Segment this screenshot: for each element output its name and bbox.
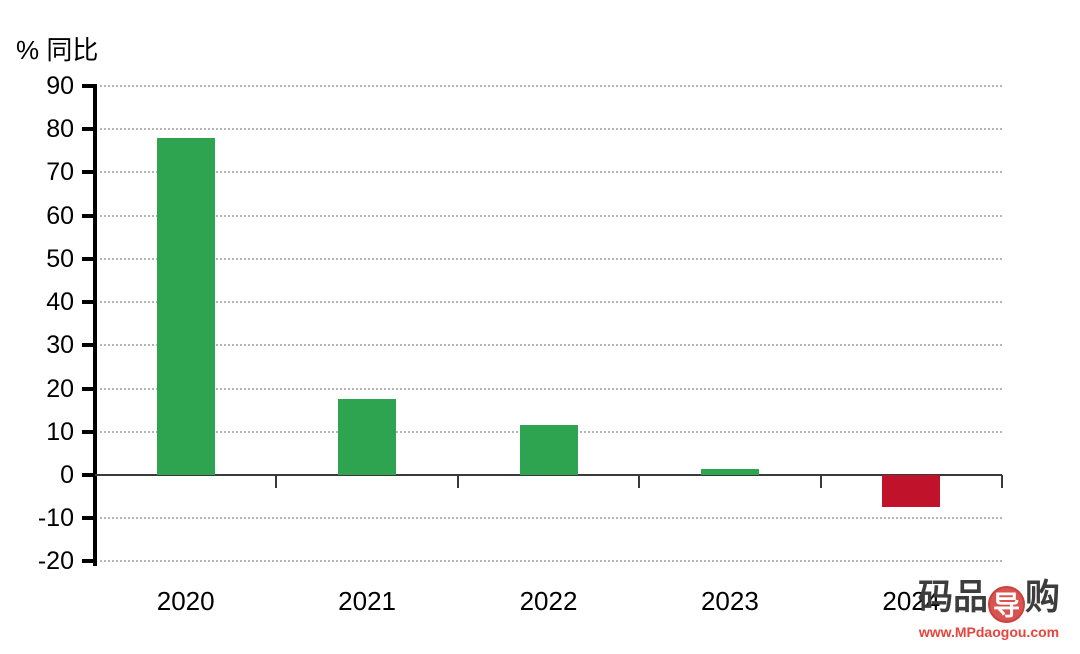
y-axis-tick-90 [82, 84, 97, 88]
y-axis-label--20: -20 [37, 547, 74, 576]
y-axis-tick-50 [82, 256, 97, 261]
watermark: 码品导购 www.MPdaogou.com [918, 580, 1060, 639]
y-axis-label-0: 0 [60, 460, 74, 489]
x-axis-boundary-tick-3 [638, 474, 641, 488]
y-axis-tick-20 [82, 386, 97, 391]
x-axis-label-2023: 2023 [700, 586, 759, 616]
x-axis-boundary-tick-2 [456, 474, 459, 488]
x-axis-label-2020: 2020 [156, 586, 215, 616]
x-axis-label-2021: 2021 [338, 586, 397, 616]
gridline-80 [95, 128, 1002, 131]
watermark-logo-prefix: 码品 [917, 578, 988, 617]
y-axis-tick-80 [82, 127, 97, 132]
y-axis-label--10: -10 [37, 504, 74, 533]
y-axis-tick-30 [82, 343, 97, 348]
bar-2023 [700, 469, 759, 475]
y-axis-tick--10 [82, 516, 97, 521]
y-axis-tick-10 [82, 429, 97, 434]
x-axis-label-2024: 2024 [882, 586, 941, 616]
gridline-90 [95, 85, 1002, 87]
y-axis-tick-70 [82, 170, 97, 175]
gridline-60 [95, 214, 1002, 217]
y-axis-tick-60 [82, 213, 97, 218]
y-axis-label-30: 30 [46, 331, 74, 360]
y-axis-label-90: 90 [46, 72, 74, 100]
bar-2020 [156, 137, 215, 475]
gridline--10 [95, 517, 1002, 520]
gridline-70 [95, 171, 1002, 174]
x-axis-boundary-tick-5 [1001, 474, 1003, 488]
bar-2022 [519, 425, 578, 475]
y-axis-label-10: 10 [46, 417, 74, 446]
y-axis-label-60: 60 [46, 201, 74, 230]
y-axis-label-70: 70 [46, 158, 74, 187]
gridline-20 [95, 387, 1002, 390]
watermark-url: www.MPdaogou.com [918, 624, 1060, 640]
bar-2024 [882, 474, 941, 508]
gridline-30 [95, 344, 1002, 347]
watermark-logo: 码品导购 [918, 580, 1060, 623]
y-axis-label-20: 20 [46, 374, 74, 403]
x-axis-label-2022: 2022 [519, 586, 578, 616]
y-axis-line [93, 84, 97, 566]
y-axis-label-40: 40 [46, 288, 74, 317]
y-axis-tick--20 [82, 559, 97, 564]
gridline-40 [95, 301, 1002, 304]
gridline--20 [95, 560, 1002, 563]
watermark-logo-badge: 导 [987, 586, 1025, 623]
y-axis-label-80: 80 [46, 115, 74, 144]
y-axis-tick-0 [82, 472, 97, 477]
y-axis-tick-40 [82, 300, 97, 305]
bar-2021 [338, 399, 397, 475]
x-axis-boundary-tick-4 [819, 474, 822, 488]
gridline-50 [95, 257, 1002, 260]
y-axis-label-50: 50 [46, 244, 74, 273]
watermark-logo-suffix: 购 [1024, 578, 1060, 617]
y-axis-unit-label: % 同比 [16, 35, 99, 65]
x-axis-baseline [95, 473, 1002, 476]
x-axis-boundary-tick-1 [275, 474, 278, 488]
